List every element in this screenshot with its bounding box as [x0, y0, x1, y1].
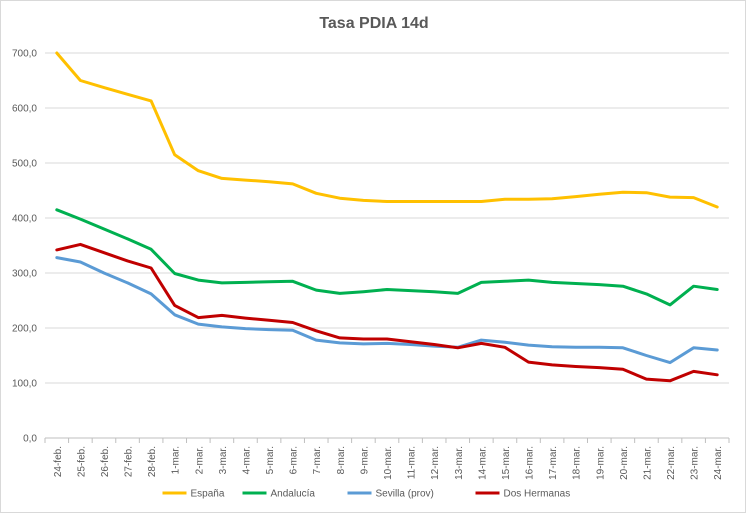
- x-tick-label: 5-mar.: [265, 446, 276, 474]
- y-tick-label: 300,0: [12, 269, 37, 280]
- legend-label: Andalucía: [271, 489, 316, 500]
- y-tick-label: 700,0: [12, 49, 37, 60]
- x-tick-label: 6-mar.: [289, 446, 300, 474]
- x-tick-label: 9-mar.: [359, 446, 370, 474]
- y-tick-label: 0,0: [23, 434, 37, 445]
- chart-title: Tasa PDIA 14d: [319, 15, 428, 32]
- x-tick-label: 24-mar.: [713, 446, 724, 480]
- x-tick-label: 22-mar.: [666, 446, 677, 480]
- y-tick-label: 600,0: [12, 104, 37, 115]
- x-tick-label: 4-mar.: [241, 446, 252, 474]
- y-tick-label: 500,0: [12, 159, 37, 170]
- x-tick-label: 8-mar.: [336, 446, 347, 474]
- series-line-espa-a: [55, 51, 719, 209]
- x-tick-label: 10-mar.: [383, 446, 394, 480]
- x-tick-label: 12-mar.: [430, 446, 441, 480]
- legend-label: Sevilla (prov): [376, 489, 434, 500]
- series-line-andaluc-a: [55, 208, 719, 307]
- y-tick-label: 100,0: [12, 379, 37, 390]
- x-tick-label: 25-feb.: [76, 446, 87, 477]
- series-line-sevilla-prov-: [55, 256, 719, 365]
- legend-label: Dos Hermanas: [504, 489, 571, 500]
- legend-label: España: [191, 489, 225, 500]
- x-tick-label: 17-mar.: [548, 446, 559, 480]
- x-tick-label: 1-mar.: [171, 446, 182, 474]
- x-tick-label: 3-mar.: [218, 446, 229, 474]
- x-tick-label: 19-mar.: [595, 446, 606, 480]
- x-tick-label: 7-mar.: [312, 446, 323, 474]
- x-tick-label: 14-mar.: [477, 446, 488, 480]
- x-tick-label: 27-feb.: [124, 446, 135, 477]
- x-tick-label: 13-mar.: [454, 446, 465, 480]
- x-tick-label: 21-mar.: [642, 446, 653, 480]
- x-tick-label: 23-mar.: [690, 446, 701, 480]
- x-tick-label: 26-feb.: [100, 446, 111, 477]
- y-tick-label: 200,0: [12, 324, 37, 335]
- x-tick-label: 15-mar.: [501, 446, 512, 480]
- x-tick-label: 2-mar.: [194, 446, 205, 474]
- y-tick-label: 400,0: [12, 214, 37, 225]
- x-tick-label: 18-mar.: [572, 446, 583, 480]
- x-tick-label: 20-mar.: [619, 446, 630, 480]
- x-tick-label: 28-feb.: [147, 446, 158, 477]
- series-line-dos-hermanas: [55, 242, 719, 383]
- x-tick-label: 24-feb.: [53, 446, 64, 477]
- x-tick-label: 16-mar.: [525, 446, 536, 480]
- x-tick-label: 11-mar.: [407, 446, 418, 479]
